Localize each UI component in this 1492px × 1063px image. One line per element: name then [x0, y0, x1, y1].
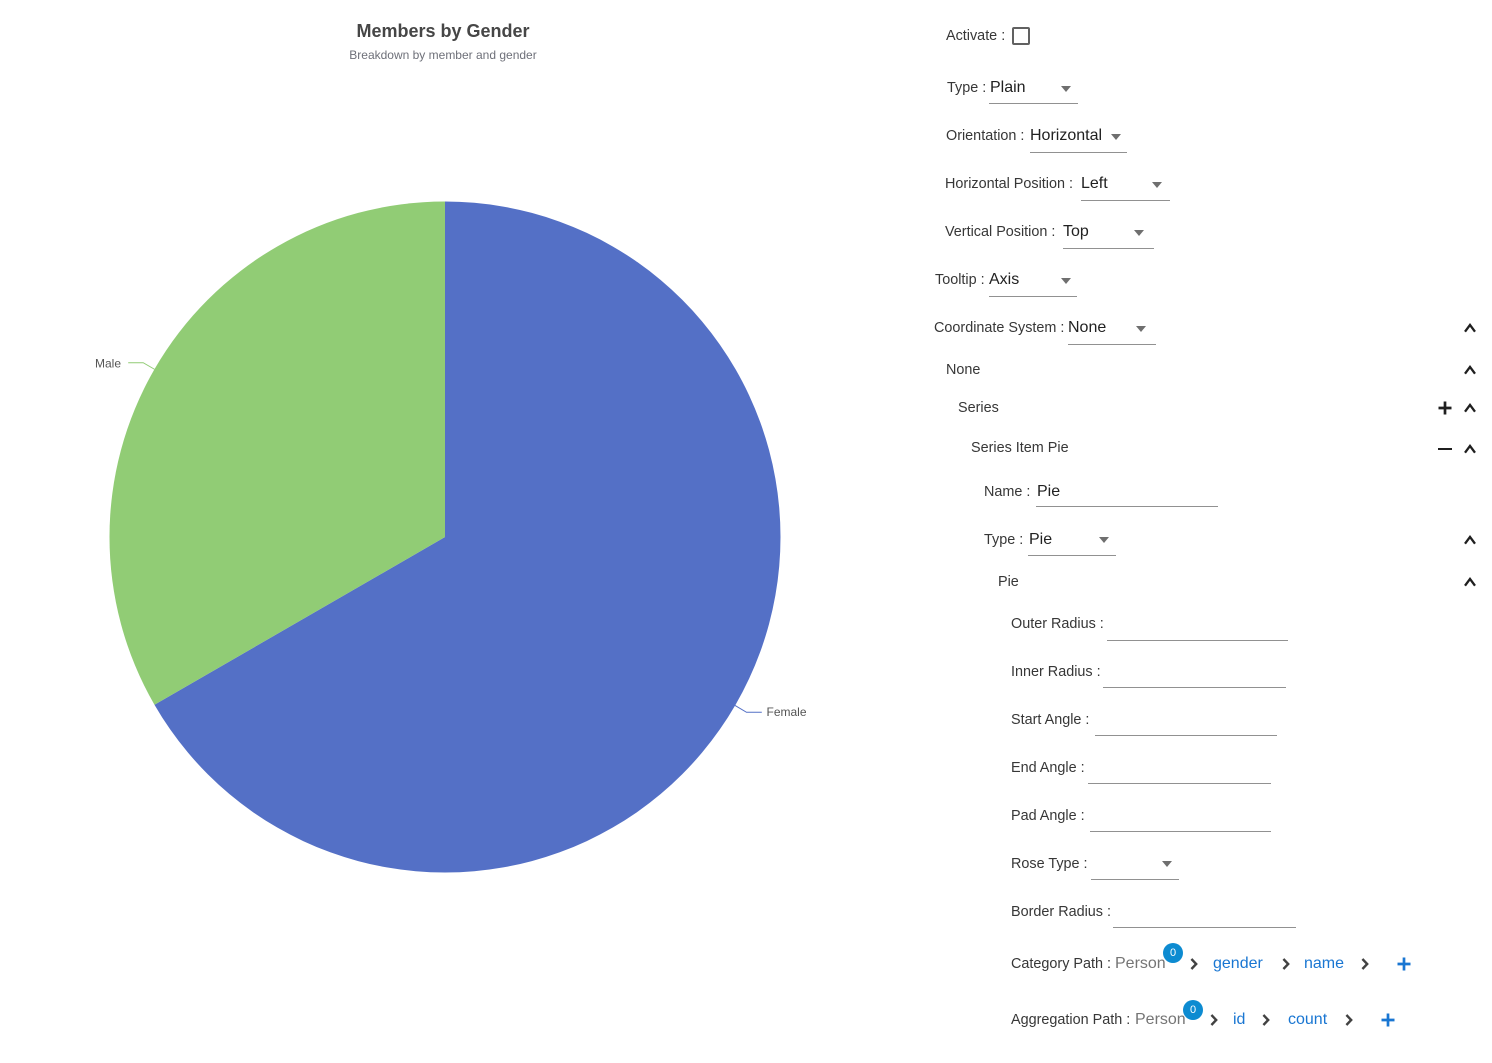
- svg-text:Male: Male: [95, 356, 121, 370]
- svg-text:Female: Female: [767, 705, 807, 719]
